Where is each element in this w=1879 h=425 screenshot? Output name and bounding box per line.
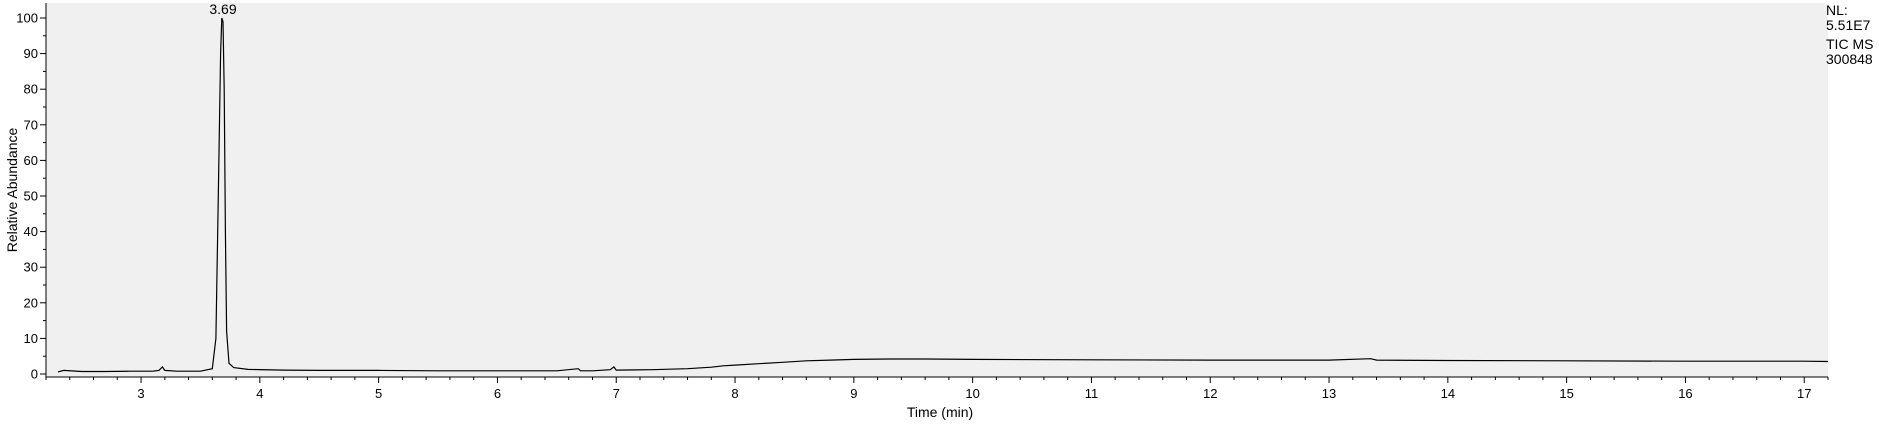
tic-trace-line <box>57 17 1829 373</box>
sample-id-label: 300848 <box>1826 51 1873 67</box>
y-tick-label: 80 <box>24 82 38 97</box>
x-axis-title: Time (min) <box>907 404 973 420</box>
nl-label: NL: <box>1826 2 1848 18</box>
x-tick-label: 11 <box>1085 386 1099 401</box>
y-tick-label: 20 <box>24 295 38 310</box>
y-tick-label: 30 <box>24 260 38 275</box>
y-tick-label: 60 <box>24 153 38 168</box>
plot-area <box>46 3 1828 377</box>
y-tick-label: 0 <box>31 367 38 382</box>
x-tick-label: 5 <box>375 386 382 401</box>
scan-type-label: TIC MS <box>1826 36 1873 52</box>
x-tick-label: 16 <box>1678 386 1692 401</box>
y-axis-title: Relative Abundance <box>4 128 20 253</box>
x-tick-label: 9 <box>850 386 857 401</box>
x-tick-label: 3 <box>137 386 144 401</box>
y-tick-label: 100 <box>16 11 38 26</box>
peak-label: 3.69 <box>209 1 236 17</box>
x-tick-label: 10 <box>965 386 979 401</box>
y-tick-label: 90 <box>24 46 38 61</box>
x-tick-label: 13 <box>1322 386 1336 401</box>
y-tick-label: 10 <box>24 331 38 346</box>
x-tick-label: 17 <box>1797 386 1811 401</box>
x-tick-label: 14 <box>1441 386 1455 401</box>
x-tick-label: 15 <box>1559 386 1573 401</box>
x-tick-label: 12 <box>1203 386 1217 401</box>
y-tick-label: 70 <box>24 117 38 132</box>
y-tick-label: 40 <box>24 224 38 239</box>
x-tick-label: 6 <box>494 386 501 401</box>
x-tick-label: 8 <box>731 386 738 401</box>
y-tick-label: 50 <box>24 189 38 204</box>
nl-value: 5.51E7 <box>1826 17 1871 33</box>
x-tick-label: 4 <box>256 386 263 401</box>
x-tick-label: 7 <box>613 386 620 401</box>
